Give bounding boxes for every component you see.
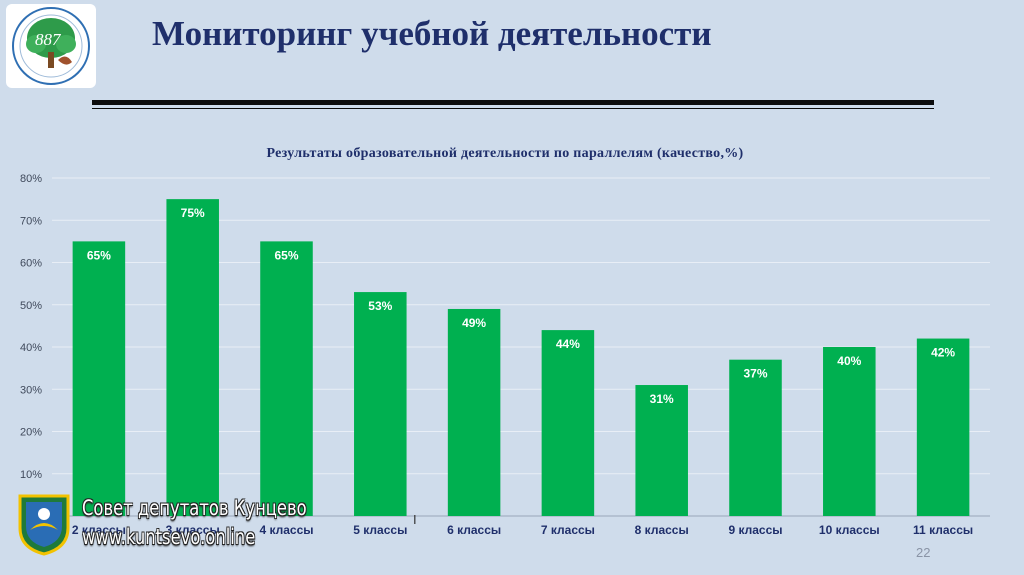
x-tick-label: 4 классы [259, 523, 313, 537]
data-label: 40% [837, 354, 861, 368]
text-cursor-icon: I [413, 512, 417, 527]
chart-title: Результаты образовательной деятельности … [266, 146, 744, 161]
x-tick-label: 5 классы [353, 523, 407, 537]
bar [823, 347, 876, 516]
bar-chart: 10% 20% 30% 40% 50% 60% 70% 80% 65% 2 классы 75% 3 … [20, 173, 990, 537]
y-tick-label: 60% [20, 258, 42, 270]
data-label: 53% [368, 299, 392, 313]
x-tick-label: 8 классы [635, 523, 689, 537]
x-tick-label: 7 классы [541, 523, 595, 537]
y-tick-label: 30% [20, 384, 42, 396]
y-tick-label: 70% [20, 215, 42, 227]
bar [260, 241, 313, 516]
watermark-url: www.kuntsevo.online [82, 525, 256, 549]
x-tick-label: 3 классы [166, 523, 220, 537]
coat-of-arms-icon [18, 494, 70, 556]
data-label: 31% [650, 392, 674, 406]
x-tick-label: 2 классы [72, 523, 126, 537]
data-label: 65% [87, 248, 111, 262]
bar [729, 359, 782, 516]
page-title: Мониторинг учебной деятельности [152, 14, 712, 53]
y-tick-label: 20% [20, 427, 42, 439]
title-underline-thin [92, 108, 934, 109]
y-tick-label: 50% [20, 300, 42, 312]
data-label: 37% [743, 367, 767, 381]
data-label: 49% [462, 316, 486, 330]
data-label: 75% [181, 206, 205, 220]
x-tick-label: 6 классы [447, 523, 501, 537]
bar [916, 338, 970, 516]
bar [72, 241, 126, 516]
x-tick-label: 10 классы [819, 523, 880, 537]
page-number: 22 [916, 545, 931, 560]
y-tick-label: 80% [20, 173, 42, 185]
bar [447, 308, 501, 516]
data-label: 44% [556, 337, 580, 351]
y-tick-label: 10% [20, 469, 42, 481]
data-label: 42% [931, 346, 955, 360]
bar [354, 292, 407, 516]
bar [635, 385, 688, 516]
bar [166, 199, 219, 516]
x-tick-label: 9 классы [728, 523, 782, 537]
y-tick-label: 40% [20, 342, 42, 354]
school-logo: 887 [6, 4, 96, 88]
watermark: Совет депутатов Кунцево www.kuntsevo.onl… [14, 490, 314, 560]
logo-number: 887 [35, 30, 62, 49]
bar [541, 330, 595, 516]
data-label: 65% [274, 248, 298, 262]
watermark-title: Совет депутатов Кунцево [82, 496, 307, 520]
title-underline [92, 100, 934, 105]
x-tick-label: 11 классы [913, 523, 973, 537]
